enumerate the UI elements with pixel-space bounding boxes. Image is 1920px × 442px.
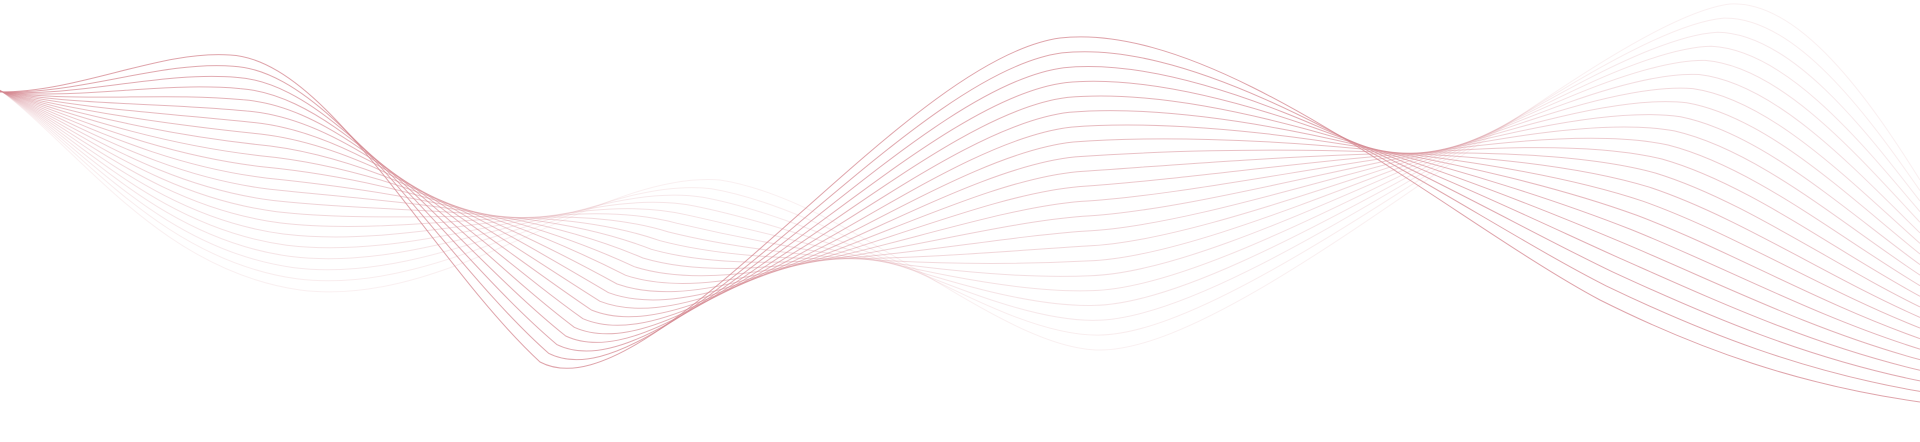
wave-line	[0, 87, 1920, 264]
wave-line	[0, 36, 1920, 403]
wave-line	[0, 3, 1920, 351]
wave-line	[0, 66, 1920, 382]
wave-line	[0, 90, 1920, 318]
wave-line	[0, 91, 1920, 361]
wave-line	[0, 90, 1920, 266]
wave-line	[0, 90, 1920, 287]
wave-line	[0, 59, 1920, 292]
wave-line	[0, 90, 1920, 260]
wave-line	[0, 90, 1920, 329]
wave-line	[0, 73, 1920, 277]
wave-line	[0, 80, 1920, 371]
wave-line	[0, 90, 1920, 297]
wave-line	[0, 51, 1920, 392]
wave-line	[0, 91, 1920, 350]
wave-line	[0, 90, 1920, 276]
wave-line	[0, 45, 1920, 306]
wave-line	[0, 31, 1920, 321]
wave-line	[0, 90, 1920, 308]
wave-line	[0, 17, 1920, 336]
wave-line	[0, 90, 1920, 340]
